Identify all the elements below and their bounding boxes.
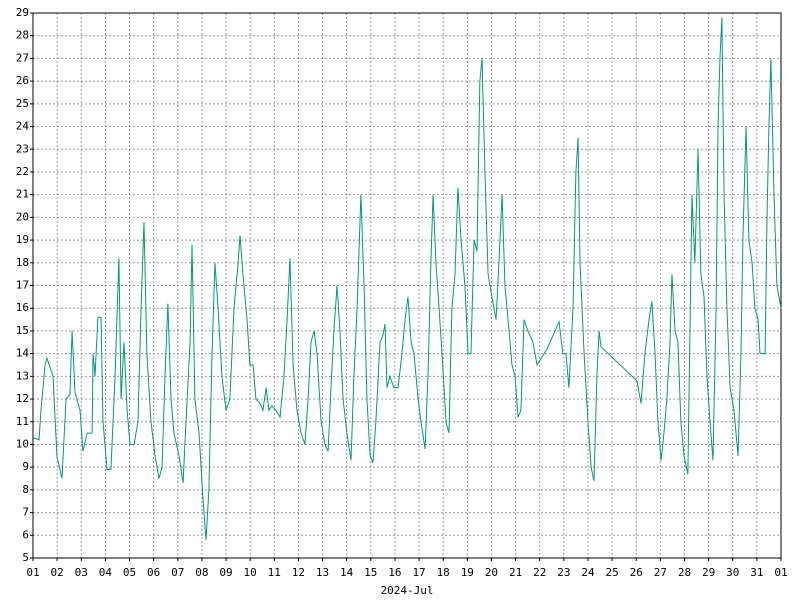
y-tick-label: 21 <box>16 188 29 201</box>
y-tick-label: 20 <box>16 210 29 223</box>
x-tick-label: 02 <box>51 566 64 579</box>
x-tick-label: 18 <box>437 566 450 579</box>
x-tick-label: 15 <box>364 566 377 579</box>
x-tick-label: 08 <box>195 566 208 579</box>
y-tick-label: 27 <box>16 51 29 64</box>
y-tick-label: 8 <box>22 483 29 496</box>
x-tick-label: 11 <box>268 566 281 579</box>
x-tick-label: 26 <box>630 566 643 579</box>
x-tick-label: 20 <box>485 566 498 579</box>
x-tick-label: 19 <box>461 566 474 579</box>
y-tick-label: 25 <box>16 97 29 110</box>
x-tick-label: 06 <box>147 566 160 579</box>
y-tick-label: 13 <box>16 369 29 382</box>
y-tick-label: 26 <box>16 74 29 87</box>
y-tick-label: 28 <box>16 29 29 42</box>
y-tick-label: 23 <box>16 142 29 155</box>
x-tick-label: 01 <box>26 566 39 579</box>
y-tick-label: 19 <box>16 233 29 246</box>
y-tick-label: 10 <box>16 437 29 450</box>
x-tick-label: 04 <box>99 566 113 579</box>
y-tick-label: 12 <box>16 392 29 405</box>
x-tick-label: 22 <box>533 566 546 579</box>
x-tick-label: 17 <box>412 566 425 579</box>
x-tick-label: 21 <box>509 566 522 579</box>
y-tick-label: 22 <box>16 165 29 178</box>
x-tick-label: 28 <box>678 566 691 579</box>
x-tick-label: 03 <box>75 566 88 579</box>
x-tick-label: 16 <box>388 566 401 579</box>
x-tick-label: 31 <box>750 566 763 579</box>
x-tick-label: 07 <box>171 566 184 579</box>
x-tick-label: 01 <box>774 566 787 579</box>
y-tick-label: 5 <box>22 551 29 564</box>
x-axis-label: 2024-Jul <box>381 584 434 597</box>
x-tick-label: 14 <box>340 566 354 579</box>
y-tick-label: 6 <box>22 528 29 541</box>
y-tick-label: 17 <box>16 279 29 292</box>
x-tick-label: 29 <box>702 566 715 579</box>
x-tick-label: 23 <box>557 566 570 579</box>
y-tick-label: 18 <box>16 256 29 269</box>
x-tick-label: 05 <box>123 566 136 579</box>
y-tick-label: 7 <box>22 506 29 519</box>
y-tick-label: 9 <box>22 460 29 473</box>
x-tick-label: 09 <box>219 566 232 579</box>
x-tick-label: 12 <box>292 566 305 579</box>
y-tick-label: 11 <box>16 415 29 428</box>
y-tick-label: 15 <box>16 324 29 337</box>
x-tick-label: 27 <box>654 566 667 579</box>
x-tick-label: 25 <box>605 566 618 579</box>
data-line <box>32 17 782 540</box>
x-tick-label: 30 <box>726 566 739 579</box>
y-tick-label: 24 <box>16 120 30 133</box>
plot-frame <box>32 12 782 559</box>
y-tick-label: 16 <box>16 301 29 314</box>
x-tick-label: 13 <box>316 566 329 579</box>
x-tick-label: 10 <box>244 566 257 579</box>
x-tick-label: 24 <box>581 566 595 579</box>
y-tick-label: 29 <box>16 6 29 19</box>
y-tick-label: 14 <box>16 347 30 360</box>
